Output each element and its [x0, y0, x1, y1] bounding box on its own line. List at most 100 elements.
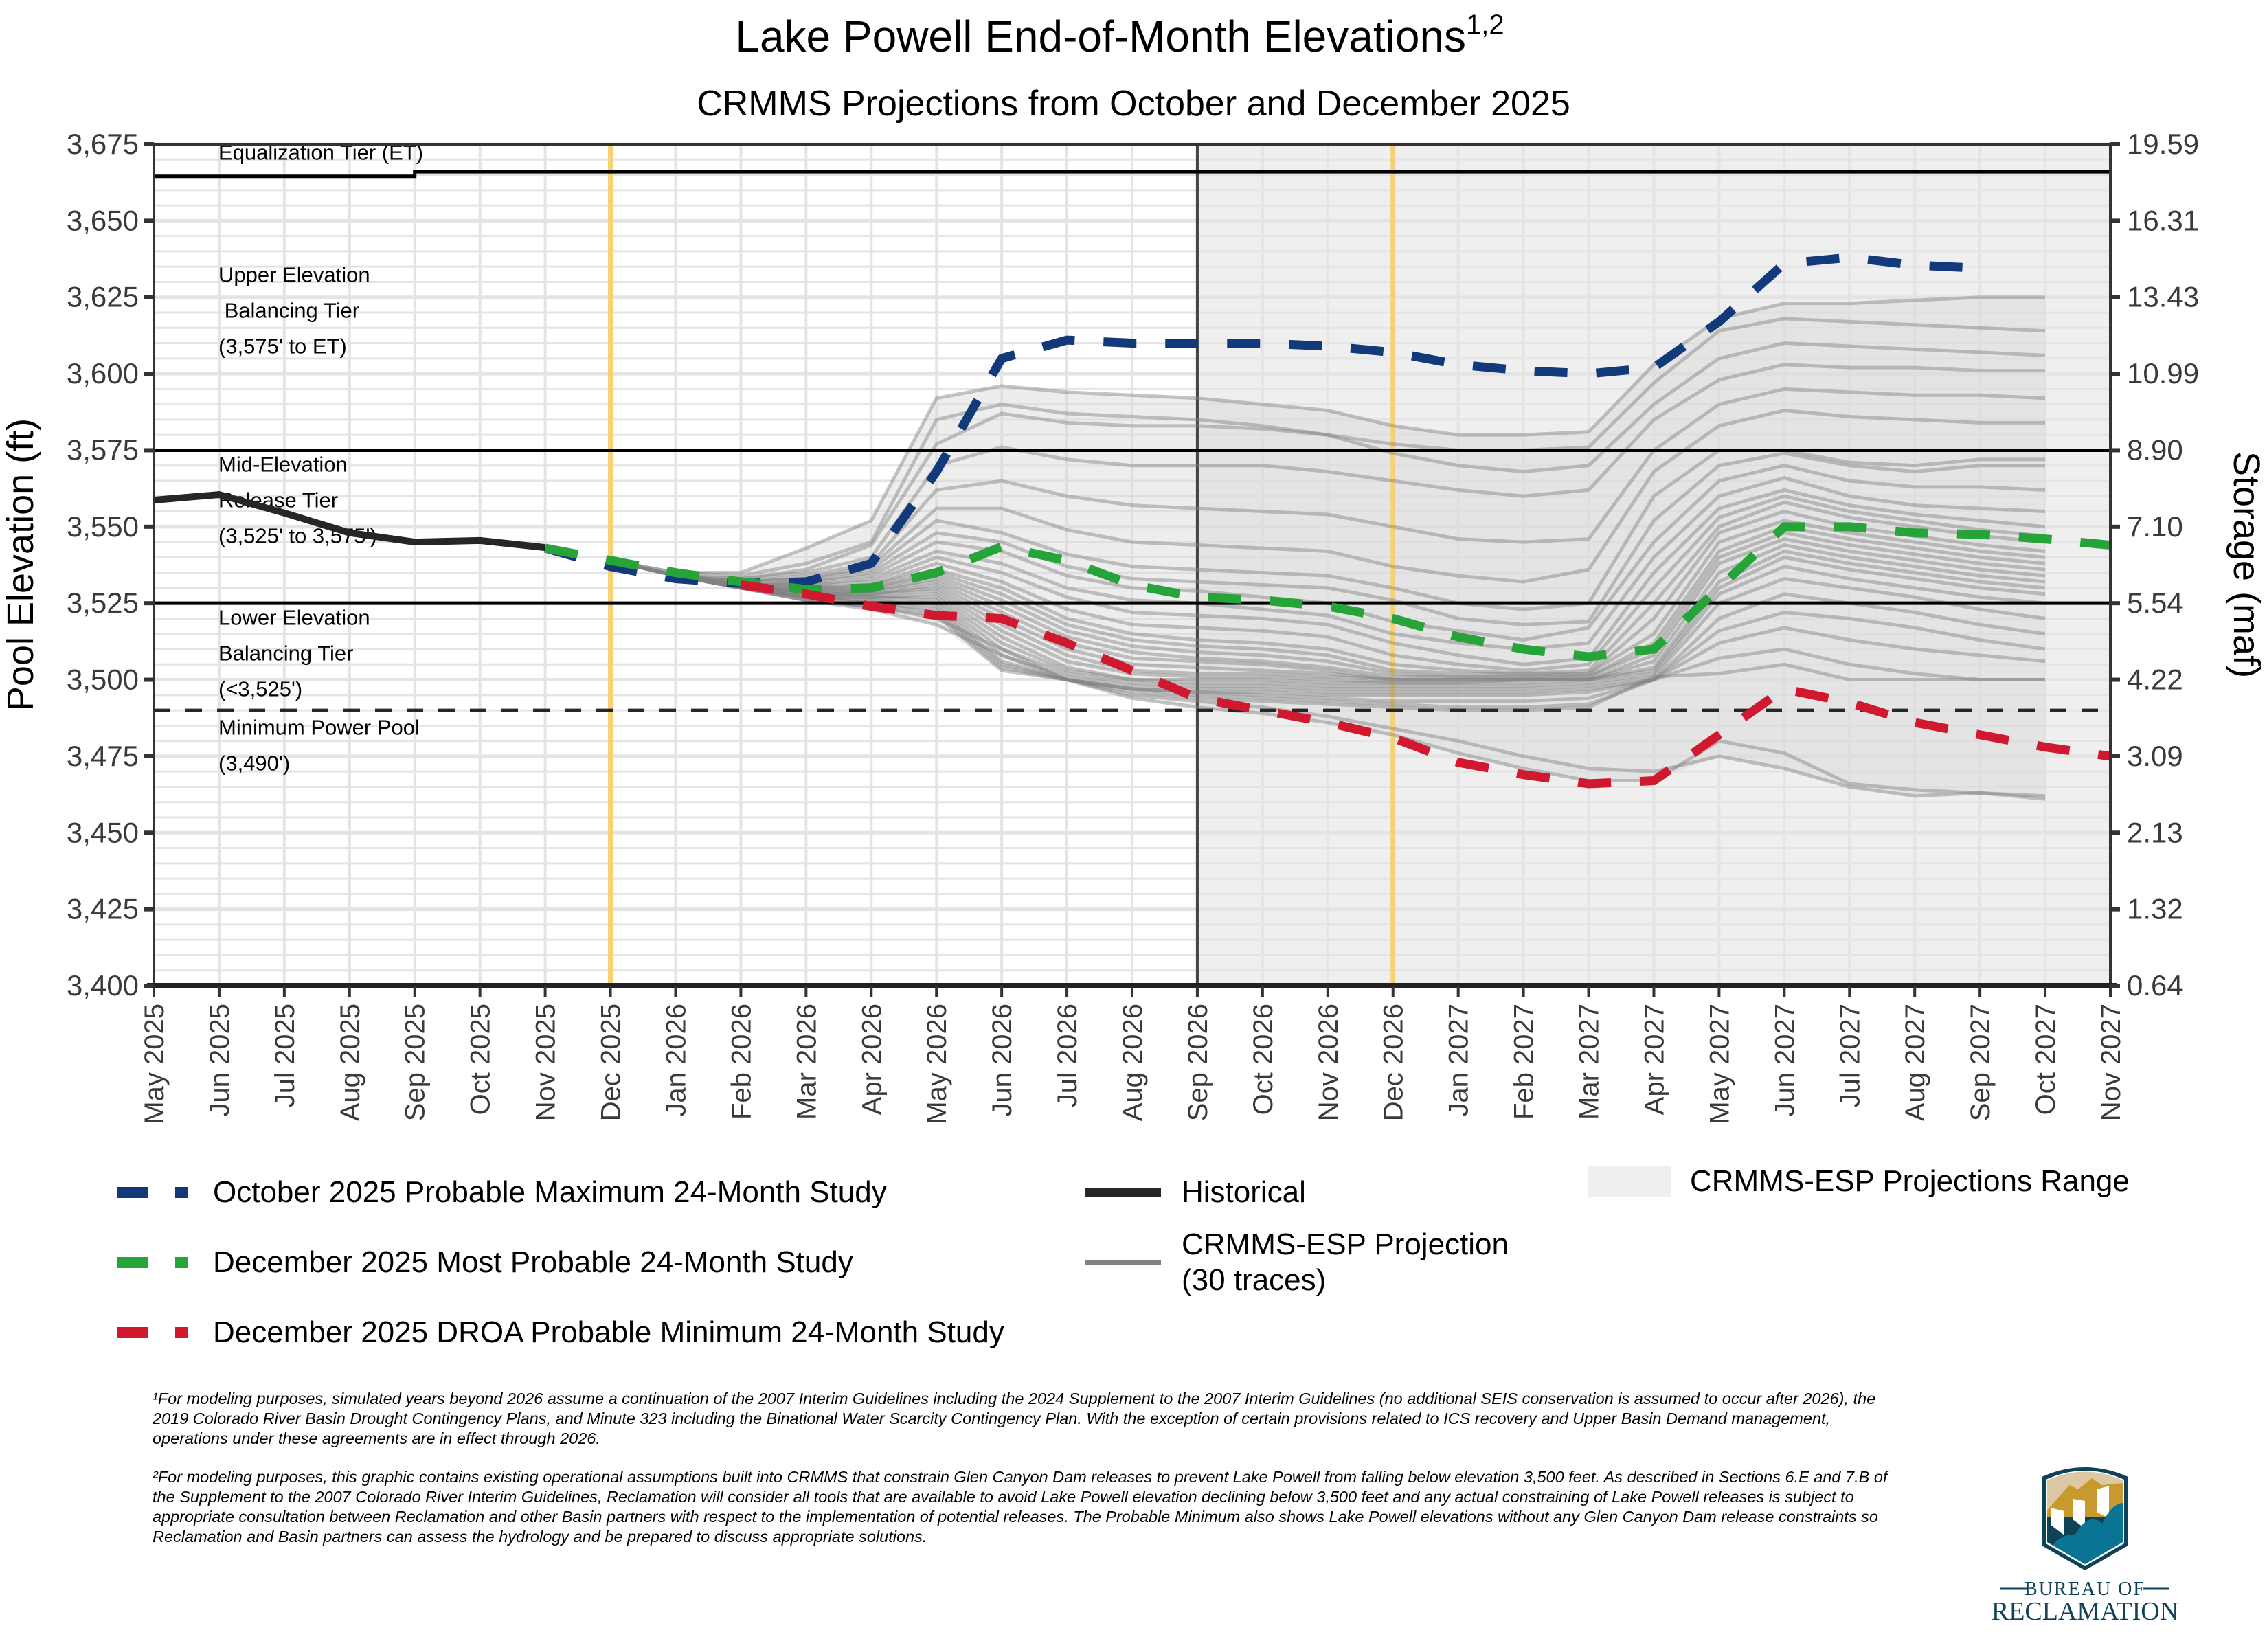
y-tick-label: 3,400 [67, 969, 139, 1002]
legend-swatch-historical [1085, 1188, 1161, 1197]
y-tick-label: 3,675 [67, 128, 139, 160]
tier-annotation-5: Minimum Power Pool (3,490') [218, 716, 420, 776]
x-tick-label: Jan 2027 [1444, 1004, 1474, 1117]
equalization-tier-line [154, 170, 2110, 179]
esp-trace-10 [609, 475, 2046, 651]
legend-label: December 2025 Most Probable 24-Month Stu… [213, 1245, 853, 1279]
legend-item-esp-range: CRMMS-ESP Projections Range [1588, 1164, 2130, 1199]
x-tick-label: Jan 2026 [661, 1004, 691, 1117]
x-tick-label: Mar 2026 [791, 1004, 822, 1120]
y2-tick-label: 0.64 [2127, 969, 2183, 1002]
reclamation-shield-icon: BUREAU OF RECLAMATION [1992, 1467, 2178, 1626]
legend-swatch-dashed-green [117, 1257, 188, 1268]
x-tick-label: Aug 2025 [335, 1004, 365, 1121]
legend-item-historical: Historical [1085, 1175, 1306, 1210]
bureau-of-reclamation-logo: BUREAU OF RECLAMATION [1992, 1442, 2267, 1649]
y-tick-label: 3,425 [67, 893, 139, 925]
esp-trace-17 [609, 531, 2046, 682]
x-tick-label: Aug 2027 [1900, 1004, 1930, 1121]
esp-trace-30 [609, 558, 2046, 801]
legend-swatch-esp-trace [1085, 1260, 1161, 1265]
y-tick-label: 3,625 [67, 281, 139, 313]
y-tick-label: 3,475 [67, 740, 139, 772]
y2-tick-label: 1.32 [2127, 893, 2183, 925]
esp-trace-14 [609, 509, 2046, 676]
esp-trace-16 [609, 525, 2046, 679]
chart-title: Lake Powell End-of-Month Elevations1,2 [735, 10, 1504, 61]
y2-tick-label: 13.43 [2127, 281, 2199, 313]
y2-tick-label: 7.10 [2127, 510, 2183, 543]
y2-axis-label: Storage (maf) [2226, 451, 2267, 678]
y2-tick-label: 2.13 [2127, 816, 2183, 848]
y-tick-label: 3,650 [67, 204, 139, 236]
y2-tick-label: 8.90 [2127, 433, 2183, 466]
legend-item-december-most: December 2025 Most Probable 24-Month Stu… [117, 1245, 853, 1280]
esp-trace-23 [609, 558, 2046, 691]
esp-trace-2 [610, 317, 2046, 578]
y-tick-label: 3,450 [67, 816, 139, 848]
x-tick-label: Apr 2027 [1639, 1004, 1669, 1115]
x-tick-label: Jul 2025 [270, 1004, 300, 1107]
esp-trace-8 [609, 451, 2046, 626]
esp-trace-21 [609, 555, 2046, 685]
footnote-1: ¹For modeling purposes, simulated years … [153, 1390, 1876, 1447]
x-tick-label: Oct 2026 [1248, 1004, 1278, 1115]
legend: October 2025 Probable Maximum 24-Month S… [110, 1161, 2240, 1367]
esp-trace-24 [609, 558, 2046, 694]
legend-item-october-max: October 2025 Probable Maximum 24-Month S… [117, 1175, 887, 1210]
y-tick-label: 3,575 [67, 433, 139, 466]
y2-tick-label: 19.59 [2127, 128, 2199, 160]
x-tick-label: Feb 2026 [726, 1004, 756, 1120]
esp-trace-18 [609, 537, 2046, 682]
x-tick-label: Dec 2026 [1379, 1004, 1409, 1121]
series-december-2025-droa-probable-minimum-24-month-study [740, 580, 2111, 789]
legend-swatch-dashed-red [117, 1327, 188, 1338]
legend-item-esp-trace: CRMMS-ESP Projection (30 traces) [1085, 1227, 1509, 1298]
esp-trace-3 [609, 341, 2046, 581]
x-tick-label: Oct 2025 [466, 1004, 496, 1115]
chart-subtitle: CRMMS Projections from October and Decem… [697, 84, 1570, 124]
x-tick-label: Feb 2027 [1509, 1004, 1539, 1120]
legend-label: CRMMS-ESP Projection (30 traces) [1182, 1227, 1509, 1297]
tier-annotation-2: Upper Elevation Balancing Tier (3,575' to… [218, 262, 370, 358]
y-tick-label: 3,500 [67, 664, 139, 696]
legend-label: December 2025 DROA Probable Minimum 24-M… [213, 1315, 1004, 1349]
y-tick-label: 3,600 [67, 357, 139, 389]
footnote-2: ²For modeling purposes, this graphic con… [153, 1468, 1888, 1546]
esp-trace-1 [610, 295, 2046, 575]
esp-trace-15 [609, 519, 2046, 679]
x-tick-label: Jul 2026 [1052, 1004, 1083, 1107]
esp-trace-25 [609, 558, 2046, 697]
legend-swatch-range [1588, 1166, 1671, 1197]
esp-trace-20 [609, 549, 2046, 685]
logo-line1: BUREAU OF [2024, 1579, 2145, 1600]
y2-tick-label: 5.54 [2127, 587, 2183, 619]
esp-trace-12 [609, 494, 2046, 672]
series-december-2025-most-probable-24-month-study [544, 522, 2111, 661]
y2-tick-label: 4.22 [2127, 664, 2183, 696]
x-tick-label: Jun 2026 [987, 1004, 1017, 1117]
x-tick-label: May 2025 [139, 1004, 170, 1124]
x-tick-label: Nov 2027 [2096, 1004, 2126, 1121]
y2-tick-label: 16.31 [2127, 204, 2199, 236]
esp-trace-4 [609, 363, 2046, 581]
x-tick-label: May 2026 [922, 1004, 952, 1124]
y2-tick-label: 10.99 [2127, 357, 2199, 389]
chart-title-superscript: 1,2 [1466, 10, 1504, 40]
legend-label: October 2025 Probable Maximum 24-Month S… [213, 1175, 887, 1209]
y2-tick-label: 3.09 [2127, 740, 2183, 772]
x-tick-label: Mar 2027 [1575, 1004, 1605, 1120]
x-tick-label: Jun 2025 [205, 1004, 235, 1117]
x-tick-label: Jun 2027 [1770, 1004, 1800, 1117]
x-tick-label: Sep 2025 [401, 1004, 431, 1121]
elevation-chart: Lake Powell End-of-Month Elevations1,2 C… [0, 10, 2267, 1124]
y-tick-label: 3,550 [67, 510, 139, 543]
footnotes: ¹For modeling purposes, simulated years … [153, 1389, 1904, 1565]
x-tick-label: Jul 2027 [1835, 1004, 1865, 1107]
esp-trace-7 [609, 448, 2046, 611]
x-tick-label: Dec 2025 [596, 1004, 627, 1121]
x-tick-label: Nov 2026 [1313, 1004, 1344, 1121]
legend-label: Historical [1182, 1175, 1306, 1209]
x-tick-label: Sep 2027 [1965, 1004, 1996, 1121]
x-tick-label: Oct 2027 [2031, 1004, 2061, 1115]
